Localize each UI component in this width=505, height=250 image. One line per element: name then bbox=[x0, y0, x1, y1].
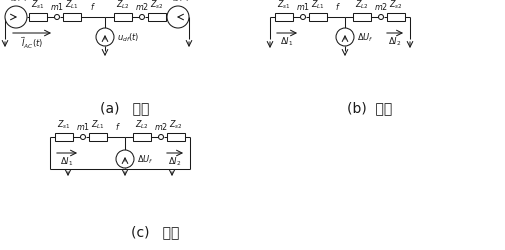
Text: $u_{s1}(t)$: $u_{s1}(t)$ bbox=[5, 0, 27, 4]
Text: $\Delta U_f$: $\Delta U_f$ bbox=[357, 32, 374, 44]
Text: (c)   零序: (c) 零序 bbox=[131, 224, 179, 238]
Circle shape bbox=[96, 29, 114, 47]
Text: $Z_{L2}$: $Z_{L2}$ bbox=[116, 0, 130, 11]
Text: $\Delta I_1$: $\Delta I_1$ bbox=[280, 36, 294, 48]
Text: $Z_{s1}$: $Z_{s1}$ bbox=[277, 0, 291, 11]
Text: $\vec{I}_{AC}(t)$: $\vec{I}_{AC}(t)$ bbox=[21, 36, 43, 51]
Circle shape bbox=[379, 16, 383, 20]
Circle shape bbox=[159, 135, 164, 140]
Text: $m2$: $m2$ bbox=[374, 1, 388, 12]
Text: (b)  负序: (b) 负序 bbox=[347, 100, 392, 114]
Text: $Z_{s1}$: $Z_{s1}$ bbox=[31, 0, 45, 11]
Text: $u_{s2}(t)$: $u_{s2}(t)$ bbox=[167, 0, 189, 4]
Circle shape bbox=[80, 135, 85, 140]
Text: $m1$: $m1$ bbox=[296, 1, 310, 12]
Bar bbox=[309, 14, 327, 22]
Circle shape bbox=[5, 7, 27, 29]
Bar bbox=[387, 14, 405, 22]
Text: $Z_{L2}$: $Z_{L2}$ bbox=[355, 0, 369, 11]
Bar bbox=[63, 14, 81, 22]
Bar bbox=[148, 14, 166, 22]
Bar bbox=[353, 14, 371, 22]
Circle shape bbox=[116, 150, 134, 168]
Text: $Z_{L1}$: $Z_{L1}$ bbox=[311, 0, 325, 11]
Bar bbox=[275, 14, 293, 22]
Text: $f$: $f$ bbox=[90, 1, 96, 12]
Text: $Z_{L1}$: $Z_{L1}$ bbox=[91, 118, 105, 130]
Bar bbox=[89, 134, 107, 141]
Text: $m1$: $m1$ bbox=[50, 1, 64, 12]
Circle shape bbox=[300, 16, 306, 20]
Text: (a)   正序: (a) 正序 bbox=[100, 100, 149, 114]
Circle shape bbox=[139, 16, 144, 20]
Circle shape bbox=[167, 7, 189, 29]
Text: $Z_{s1}$: $Z_{s1}$ bbox=[57, 118, 71, 130]
Text: $Z_{s2}$: $Z_{s2}$ bbox=[169, 118, 183, 130]
Text: $m2$: $m2$ bbox=[135, 1, 149, 12]
Text: $Z_{L2}$: $Z_{L2}$ bbox=[135, 118, 149, 130]
Text: $u_{df}(t)$: $u_{df}(t)$ bbox=[117, 32, 139, 44]
Bar bbox=[55, 134, 73, 141]
Text: $\Delta I_2$: $\Delta I_2$ bbox=[168, 156, 182, 168]
Text: $\Delta I_2$: $\Delta I_2$ bbox=[388, 36, 401, 48]
Text: $\Delta I_1$: $\Delta I_1$ bbox=[60, 156, 74, 168]
Text: $f$: $f$ bbox=[335, 1, 341, 12]
Bar bbox=[114, 14, 132, 22]
Text: $m1$: $m1$ bbox=[76, 120, 90, 132]
Text: $Z_{s2}$: $Z_{s2}$ bbox=[150, 0, 164, 11]
Text: $Z_{L1}$: $Z_{L1}$ bbox=[65, 0, 79, 11]
Text: $\Delta U_f$: $\Delta U_f$ bbox=[137, 153, 154, 166]
Circle shape bbox=[336, 29, 354, 47]
Bar bbox=[29, 14, 47, 22]
Bar bbox=[167, 134, 185, 141]
Text: $f$: $f$ bbox=[115, 120, 121, 132]
Text: $Z_{s2}$: $Z_{s2}$ bbox=[389, 0, 403, 11]
Text: $m2$: $m2$ bbox=[154, 120, 168, 132]
Bar bbox=[133, 134, 151, 141]
Circle shape bbox=[55, 16, 60, 20]
